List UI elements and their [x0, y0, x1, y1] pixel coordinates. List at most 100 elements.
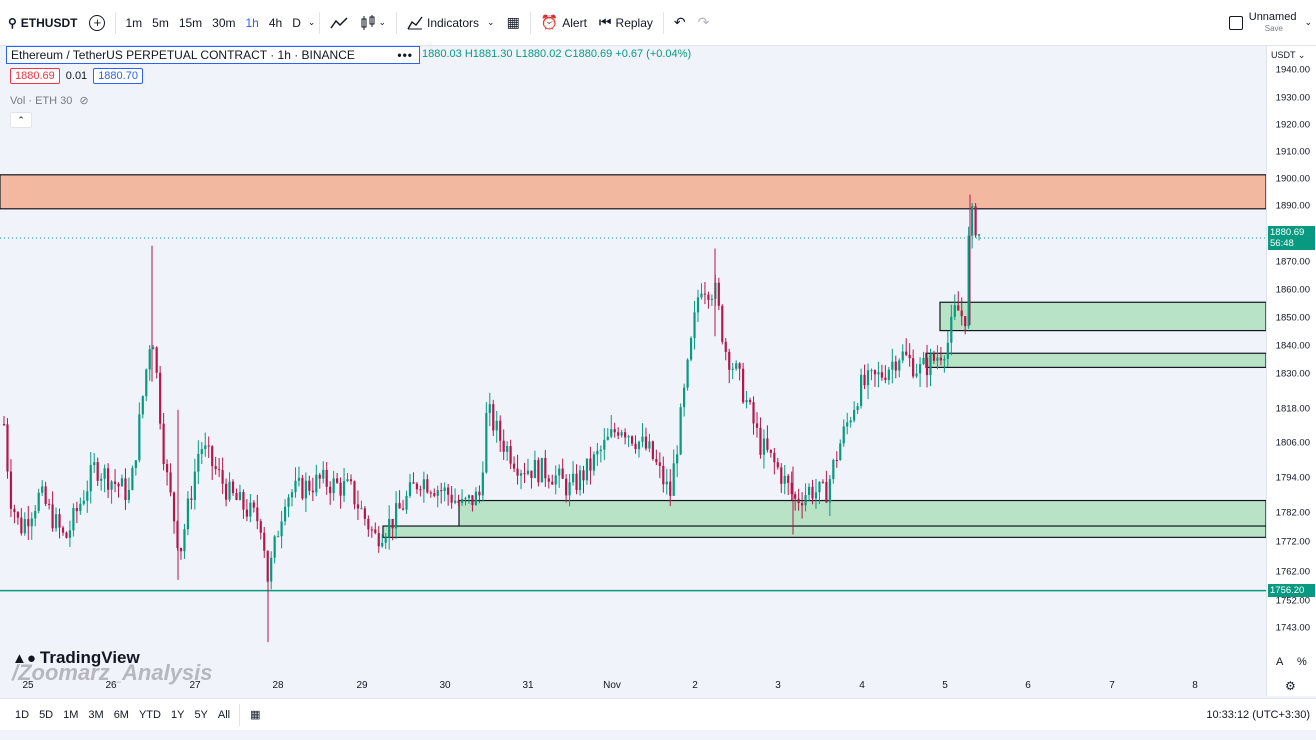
interval-1m[interactable]: 1m [125, 15, 143, 30]
indicators-button[interactable]: Indicators ⌄ [401, 8, 501, 38]
candle-body [592, 454, 595, 471]
candle-body [977, 234, 981, 236]
candle-body [516, 468, 519, 476]
candle-body [481, 472, 484, 496]
candle-body [752, 402, 755, 424]
candle-body [193, 471, 196, 500]
calendar-icon: ▦ [250, 709, 261, 721]
candle-body [634, 443, 637, 450]
clock[interactable]: 10:33:12 (UTC+3:30) [1206, 708, 1310, 721]
current-price-label: 1880.69 56:48 [1268, 226, 1315, 250]
candle-body [676, 454, 679, 464]
layout-checkbox[interactable] [1223, 8, 1249, 38]
plus-circle-icon: + [89, 14, 106, 31]
candle-body [155, 347, 158, 373]
price-tick: 1762.00 [1275, 566, 1310, 578]
candle-body [103, 468, 106, 479]
range-1d[interactable]: 1D [15, 708, 30, 721]
currency-selector[interactable]: USDT ⌄ [1271, 50, 1305, 61]
alarm-clock-icon: ⏰ [540, 14, 559, 30]
time-tick: 27 [189, 680, 201, 691]
candle-body [918, 364, 922, 374]
bar-countdown: 56:48 [1270, 238, 1294, 249]
chart-type-candles-button[interactable]: ⌄ [354, 8, 392, 38]
volume-legend[interactable]: Vol · ETH 30 ⊘ [10, 94, 89, 107]
candle-body [256, 507, 259, 522]
range-5y[interactable]: 5Y [194, 708, 208, 721]
interval-dropdown-icon[interactable]: ⌄ [307, 17, 316, 27]
chevron-down-icon[interactable]: ⌄ [1304, 17, 1312, 27]
range-6m[interactable]: 6M [113, 708, 129, 721]
candle-body [641, 436, 644, 442]
more-icon[interactable]: ••• [397, 48, 413, 62]
candlestick-chart[interactable] [0, 46, 1266, 696]
compare-add-button[interactable]: + [83, 8, 111, 38]
layouts-button[interactable]: ▦ [501, 8, 526, 38]
price-tick: 1910.00 [1275, 146, 1310, 158]
auto-scale-button[interactable]: A [1276, 656, 1284, 668]
chart-type-line-button[interactable] [324, 8, 354, 38]
candle-body [412, 482, 415, 484]
range-ytd[interactable]: YTD [138, 708, 161, 721]
candle-body [794, 494, 797, 499]
interval-5m[interactable]: 5m [152, 15, 169, 30]
candle-body [846, 422, 849, 427]
candle-body [585, 458, 589, 481]
interval-15m[interactable]: 15m [178, 15, 203, 30]
divider [529, 11, 531, 34]
candle-body [828, 479, 831, 503]
candle-body [873, 370, 877, 375]
percent-scale-button[interactable]: % [1297, 656, 1307, 668]
candle-body [224, 483, 228, 500]
interval-4h[interactable]: 4h [268, 15, 283, 30]
range-5d[interactable]: 5D [39, 708, 54, 721]
alert-button[interactable]: ⏰ Alert [535, 8, 593, 38]
range-1y[interactable]: 1Y [170, 708, 185, 721]
candle-body [859, 374, 863, 407]
time-axis[interactable]: 25 26 27 28 29 30 31 Nov 2 3 4 5 6 7 8 [0, 676, 1266, 696]
chart-pane[interactable] [0, 46, 1266, 696]
candle-body [249, 502, 252, 517]
replay-button[interactable]: ⏮ Replay [593, 8, 659, 38]
price-tick: 1794.00 [1275, 472, 1310, 484]
candle-body [179, 547, 183, 552]
search-icon: ⚲ [8, 15, 17, 30]
candle-body [336, 478, 339, 483]
candle-body [211, 446, 214, 467]
candle-body [197, 453, 200, 472]
gear-icon[interactable]: ⚙ [1285, 679, 1296, 693]
redo-button[interactable]: ↷ [692, 8, 716, 38]
candle-body [356, 504, 360, 509]
eye-hidden-icon[interactable]: ⊘ [79, 95, 89, 107]
alert-label: Alert [562, 15, 587, 30]
interval-1h[interactable]: 1h [245, 15, 259, 30]
collapse-legend-button[interactable]: ⌃ [10, 112, 32, 128]
buy-price-button[interactable]: 1880.70 [93, 68, 143, 84]
candle-body [905, 351, 908, 355]
symbol-legend[interactable]: Ethereum / TetherUS PERPETUAL CONTRACT ·… [6, 46, 420, 64]
candle-body [384, 537, 387, 543]
candle-body [113, 481, 117, 484]
goto-date-button[interactable]: ▦ [244, 700, 266, 730]
candle-body [367, 518, 370, 530]
price-tick: 1743.00 [1275, 622, 1310, 634]
layout-name-button[interactable]: Unnamed Save [1248, 10, 1297, 34]
interval-D[interactable]: D [292, 15, 301, 30]
candle-body [100, 478, 103, 481]
price-tick: 1930.00 [1275, 92, 1310, 104]
candle-body [547, 478, 550, 482]
layout-name: Unnamed [1248, 10, 1297, 23]
range-3m[interactable]: 3M [88, 708, 104, 721]
candle-body [943, 358, 946, 361]
sell-price-button[interactable]: 1880.69 [10, 68, 60, 84]
price-axis[interactable]: USDT ⌄ 1940.00 1930.00 1920.00 1910.00 1900.… [1266, 46, 1316, 696]
candle-body [912, 358, 915, 377]
candle-body [502, 440, 505, 452]
undo-button[interactable]: ↶ [668, 8, 692, 38]
interval-30m[interactable]: 30m [212, 15, 236, 30]
range-all[interactable]: All [217, 708, 231, 721]
symbol-search[interactable]: ⚲ ETHUSDT [0, 8, 83, 38]
candle-body [408, 482, 412, 496]
candle-body [304, 480, 307, 499]
range-1m[interactable]: 1M [63, 708, 79, 721]
